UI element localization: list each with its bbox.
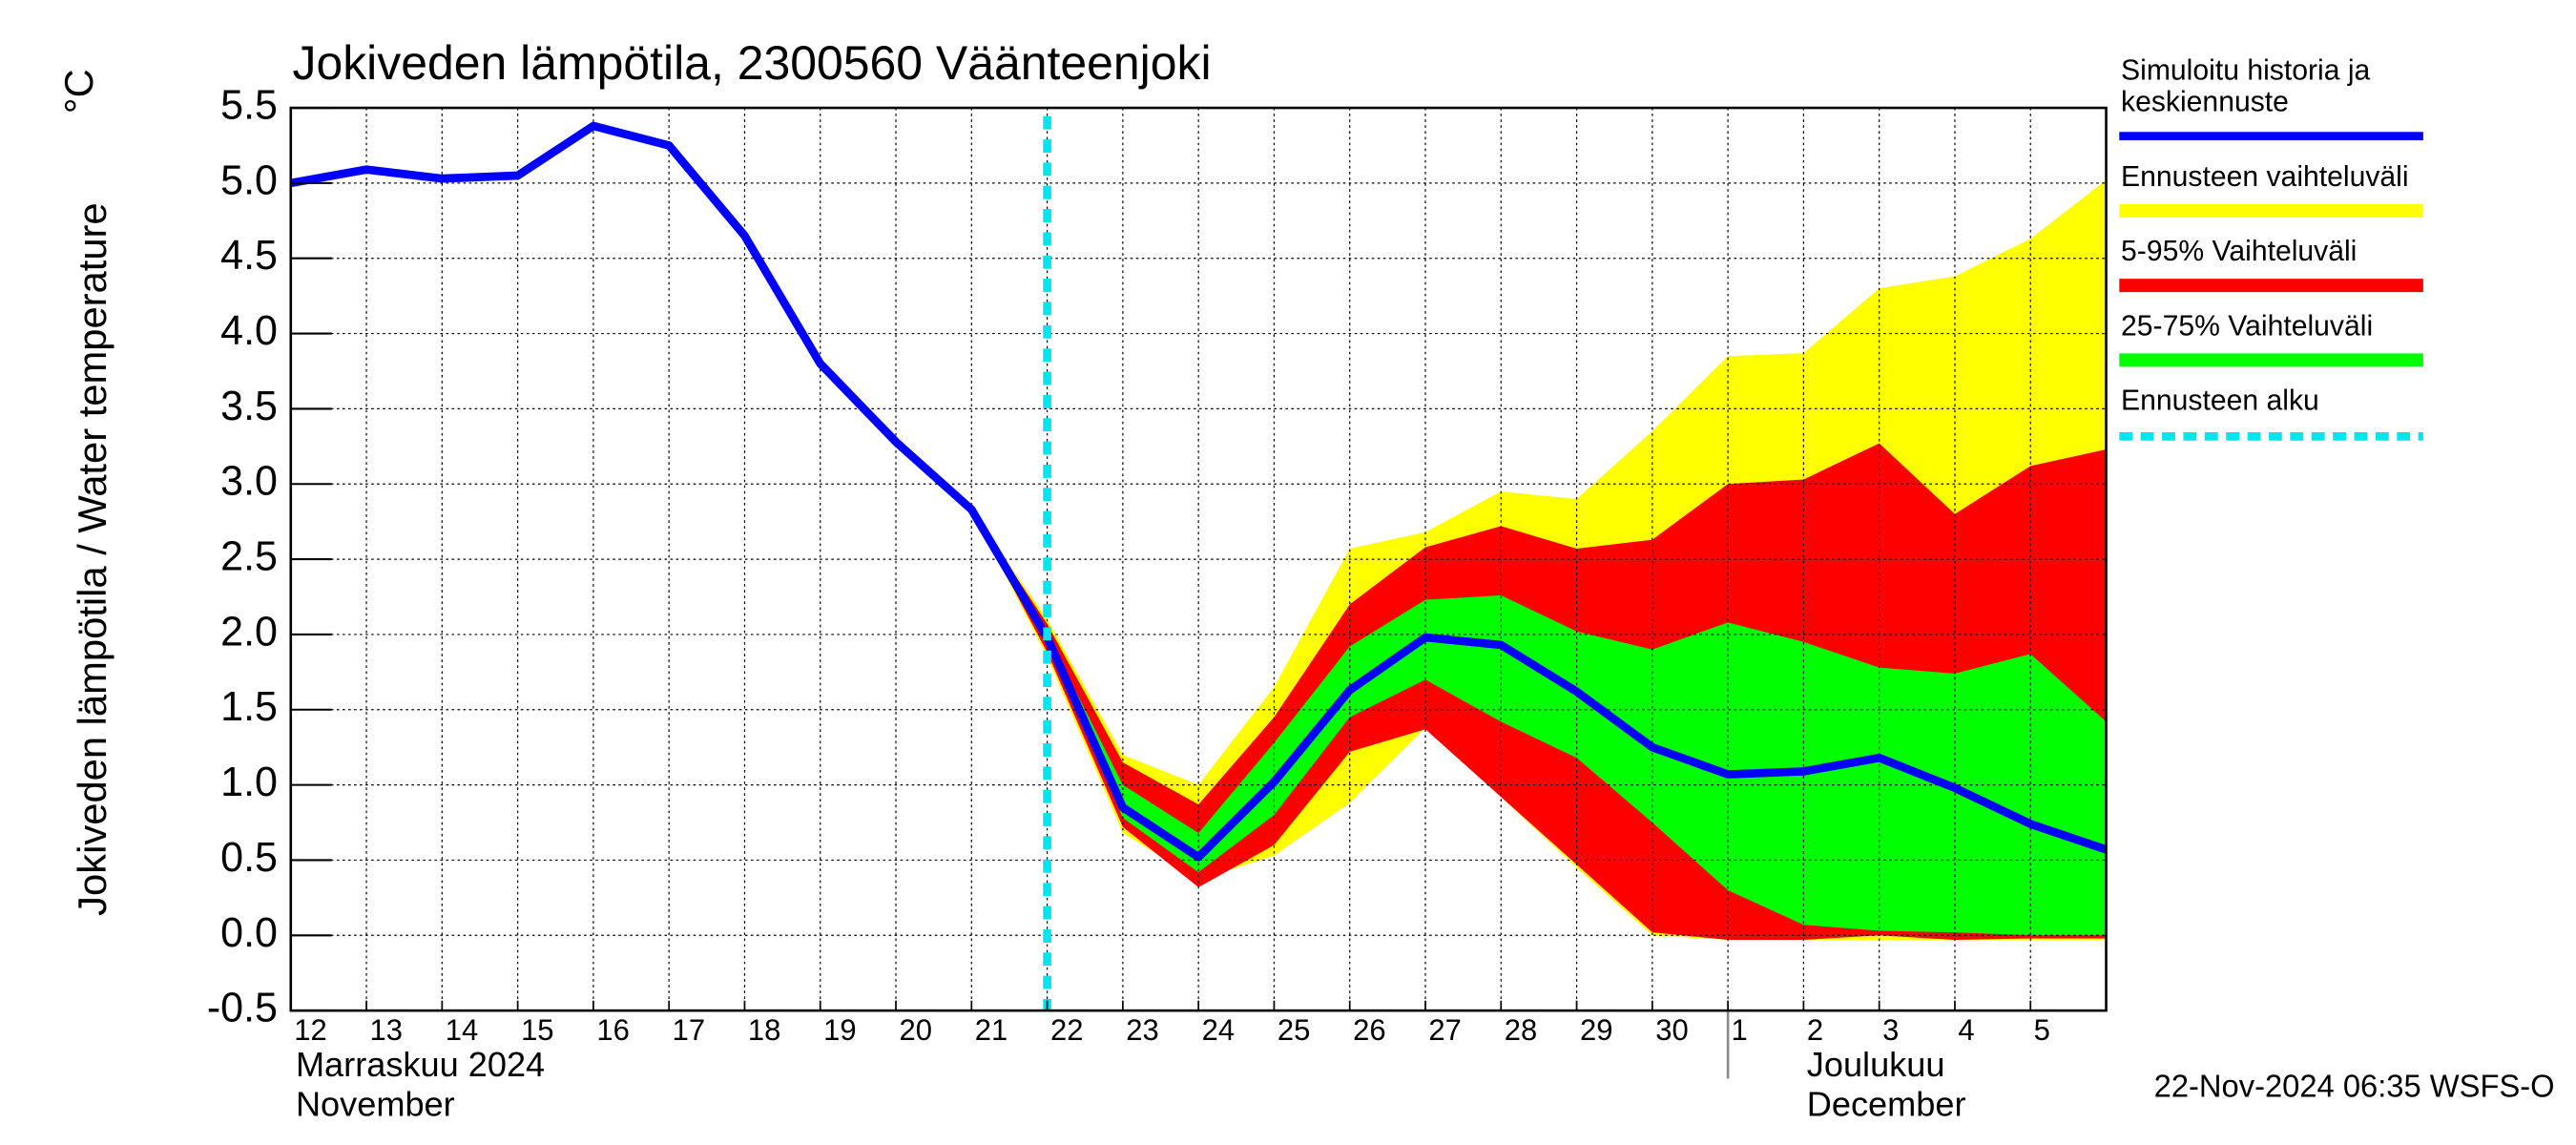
lines: [290, 115, 2108, 1011]
y-tick-label: 4.0: [220, 308, 278, 354]
x-tick-label: 28: [1505, 1013, 1537, 1047]
y-tick-label: 0.0: [220, 910, 278, 956]
x-tick-label: 14: [446, 1013, 478, 1047]
legend-entry: Ennusteen vaihteluväli: [2121, 160, 2409, 193]
legend-entry: 5-95% Vaihteluväli: [2121, 235, 2358, 267]
x-tick-label: 20: [899, 1013, 931, 1047]
legend-entry: 25-75% Vaihteluväli: [2121, 310, 2374, 343]
x-tick-label: 26: [1353, 1013, 1385, 1047]
chart-title: Jokiveden lämpötila, 2300560 Väänteenjok…: [293, 36, 1212, 90]
y-axis-label: Jokiveden lämpötila / Water temperature: [70, 202, 114, 915]
bands: [971, 179, 2107, 941]
x-tick-label: 27: [1428, 1013, 1461, 1047]
y-tick-label: 1.5: [220, 684, 278, 730]
x-tick-label: 24: [1202, 1013, 1235, 1047]
month-label: Marraskuu 2024: [296, 1045, 545, 1084]
x-tick-label: 18: [748, 1013, 780, 1047]
x-tick-label: 23: [1126, 1013, 1158, 1047]
y-tick-label: 3.5: [220, 384, 278, 429]
x-tick-label: 1: [1732, 1013, 1748, 1047]
y-tick-label: 5.5: [220, 82, 278, 128]
x-tick-label: 19: [823, 1013, 856, 1047]
x-tick-label: 2: [1807, 1013, 1823, 1047]
legend-label: Ennusteen vaihteluväli: [2121, 160, 2409, 193]
x-tick-label: 16: [596, 1013, 629, 1047]
legend-label: Simuloitu historia ja keskiennuste: [2121, 54, 2371, 118]
x-tick-label: 3: [1882, 1013, 1899, 1047]
month-label: Joulukuu: [1807, 1045, 1945, 1084]
x-tick-label: 4: [1958, 1013, 1974, 1047]
x-tick-label: 22: [1050, 1013, 1083, 1047]
series-line: [290, 121, 2108, 862]
x-tick-label: 30: [1655, 1013, 1688, 1047]
x-tick-label: 15: [521, 1013, 553, 1047]
y-axis-unit: °C: [56, 69, 101, 114]
x-tick-label: 5: [2034, 1013, 2050, 1047]
month-label: December: [1807, 1084, 1966, 1123]
x-tick-label: 21: [975, 1013, 1008, 1047]
y-tick-label: 2.0: [220, 609, 278, 655]
x-tick-label: 13: [370, 1013, 403, 1047]
legend-label: 25-75% Vaihteluväli: [2121, 310, 2374, 343]
x-tick-label: 29: [1580, 1013, 1612, 1047]
y-tick-label: 2.5: [220, 533, 278, 579]
legend-label: Ennusteen alku: [2121, 385, 2319, 417]
x-tick-label: 17: [673, 1013, 705, 1047]
y-tick-label: 3.0: [220, 459, 278, 505]
legend-entry: Ennusteen alku: [2121, 385, 2319, 417]
legend-label: 5-95% Vaihteluväli: [2121, 235, 2358, 267]
y-tick-label: 5.0: [220, 157, 278, 203]
band-area: [971, 510, 2107, 936]
y-tick-label: 1.0: [220, 760, 278, 805]
y-tick-label: 4.5: [220, 233, 278, 279]
x-tick-label: 12: [294, 1013, 326, 1047]
plot-frame: [289, 106, 2108, 1012]
footer: 22-Nov-2024 06:35 WSFS-O: [2154, 1068, 2555, 1103]
month-label: November: [296, 1084, 455, 1123]
x-tick-label: 25: [1278, 1013, 1310, 1047]
legend-entry: Simuloitu historia ja keskiennuste: [2121, 54, 2371, 118]
y-tick-label: 0.5: [220, 835, 278, 881]
y-tick-label: -0.5: [207, 985, 278, 1030]
